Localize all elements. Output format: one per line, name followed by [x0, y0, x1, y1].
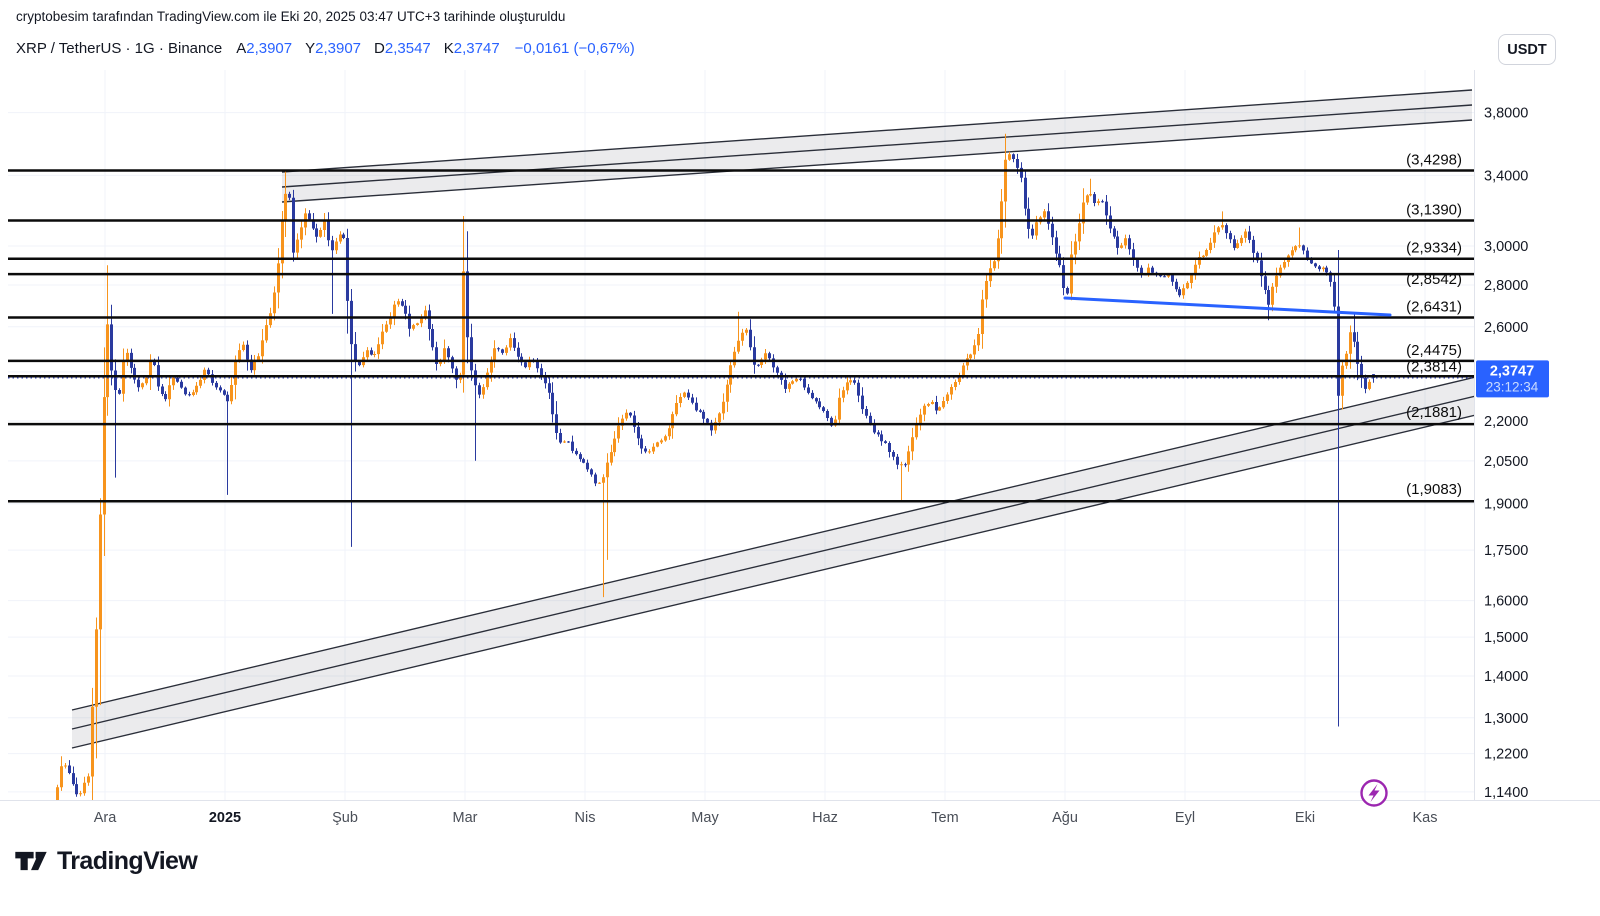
ohlc-high: Y2,3907	[305, 40, 362, 57]
month-label: Mar	[453, 810, 478, 826]
month-label: 2025	[209, 810, 241, 826]
ohlc-close: K2,3747	[443, 40, 500, 57]
level-label: (3,1390)	[1406, 201, 1462, 218]
price-tick-label: 1,1400	[1484, 785, 1528, 801]
price-tick-label: 1,5000	[1484, 630, 1528, 646]
month-label: Ağu	[1052, 810, 1078, 826]
upper-rising-channel-line	[281, 89, 1473, 173]
price-tick-label: 1,2200	[1484, 747, 1528, 763]
price-tick-label: 1,3000	[1484, 711, 1528, 727]
current-price-value: 2,3747	[1490, 363, 1534, 379]
level-label: (2,8542)	[1406, 271, 1462, 288]
month-label: Şub	[332, 810, 358, 826]
lower-rising-channel-line	[71, 376, 1474, 711]
upper-rising-channel-line	[281, 104, 1473, 188]
month-label: Nis	[575, 810, 596, 826]
candles-layer[interactable]	[29, 133, 1375, 816]
month-label: Eyl	[1175, 810, 1195, 826]
tradingview-logo-icon	[15, 851, 47, 871]
lower-rising-channel-line	[71, 414, 1474, 749]
price-tick-label: 2,6000	[1484, 320, 1528, 336]
level-label: (3,4298)	[1406, 151, 1462, 168]
price-change: −0,0161 (−0,67%)	[514, 40, 635, 57]
month-label: May	[691, 810, 719, 826]
blue-trendline[interactable]	[1063, 296, 1392, 317]
tradingview-logo[interactable]: TradingView	[14, 844, 198, 878]
price-tick-label: 1,7500	[1484, 543, 1528, 559]
price-tick-label: 1,4000	[1484, 669, 1528, 685]
level-label: (2,9334)	[1406, 240, 1462, 257]
ohlc-low: D2,3547	[374, 40, 431, 57]
currency-toggle-button[interactable]: USDT	[1498, 34, 1556, 65]
price-tick-label: 3,0000	[1484, 239, 1528, 255]
level-label: (2,3814)	[1406, 358, 1462, 375]
price-tick-label: 2,2000	[1484, 414, 1528, 430]
price-tick-label: 2,0500	[1484, 454, 1528, 470]
level-label: (2,6431)	[1406, 298, 1462, 315]
price-axis[interactable]: 3,80003,40003,00002,80002,60002,40002,20…	[1484, 106, 1528, 801]
chart-header: XRP / TetherUS · 1G · Binance A2,3907 Y2,3…	[16, 40, 635, 57]
price-tick-label: 3,8000	[1484, 106, 1528, 122]
time-axis[interactable]: Ara 2025 Şub Mar Nis May Haz Tem Ağu Eyl Eki Kas	[94, 810, 1438, 826]
lightning-icon[interactable]	[1360, 779, 1388, 807]
level-label: (2,1881)	[1406, 404, 1462, 421]
price-tick-label: 1,6000	[1484, 594, 1528, 610]
gridlines	[8, 70, 1474, 800]
month-label: Eki	[1295, 810, 1315, 826]
symbol-title: XRP / TetherUS · 1G · Binance	[16, 40, 223, 57]
upper-rising-channel-line	[281, 119, 1473, 203]
month-label: Ara	[94, 810, 118, 826]
level-label: (1,9083)	[1406, 481, 1462, 498]
price-tick-label: 2,8000	[1484, 278, 1528, 294]
ohlc-open: A2,3907	[236, 40, 293, 57]
month-label: Haz	[812, 810, 838, 826]
level-labels: (3,4298) (3,1390) (2,9334) (2,8542) (2,6431)…	[1406, 151, 1462, 498]
month-label: Tem	[931, 810, 958, 826]
tradingview-logo-text: TradingView	[57, 846, 198, 875]
lower-rising-channel-line	[71, 395, 1474, 730]
channel-drawings[interactable]	[71, 89, 1480, 749]
level-label: (2,4475)	[1406, 342, 1462, 359]
bar-countdown: 23:12:34	[1486, 379, 1539, 394]
level-lines[interactable]	[8, 169, 1474, 503]
month-label: Kas	[1413, 810, 1438, 826]
price-tick-label: 3,4000	[1484, 168, 1528, 184]
attribution-text: cryptobesim tarafından TradingView.com i…	[16, 9, 566, 24]
price-tick-label: 1,9000	[1484, 497, 1528, 513]
